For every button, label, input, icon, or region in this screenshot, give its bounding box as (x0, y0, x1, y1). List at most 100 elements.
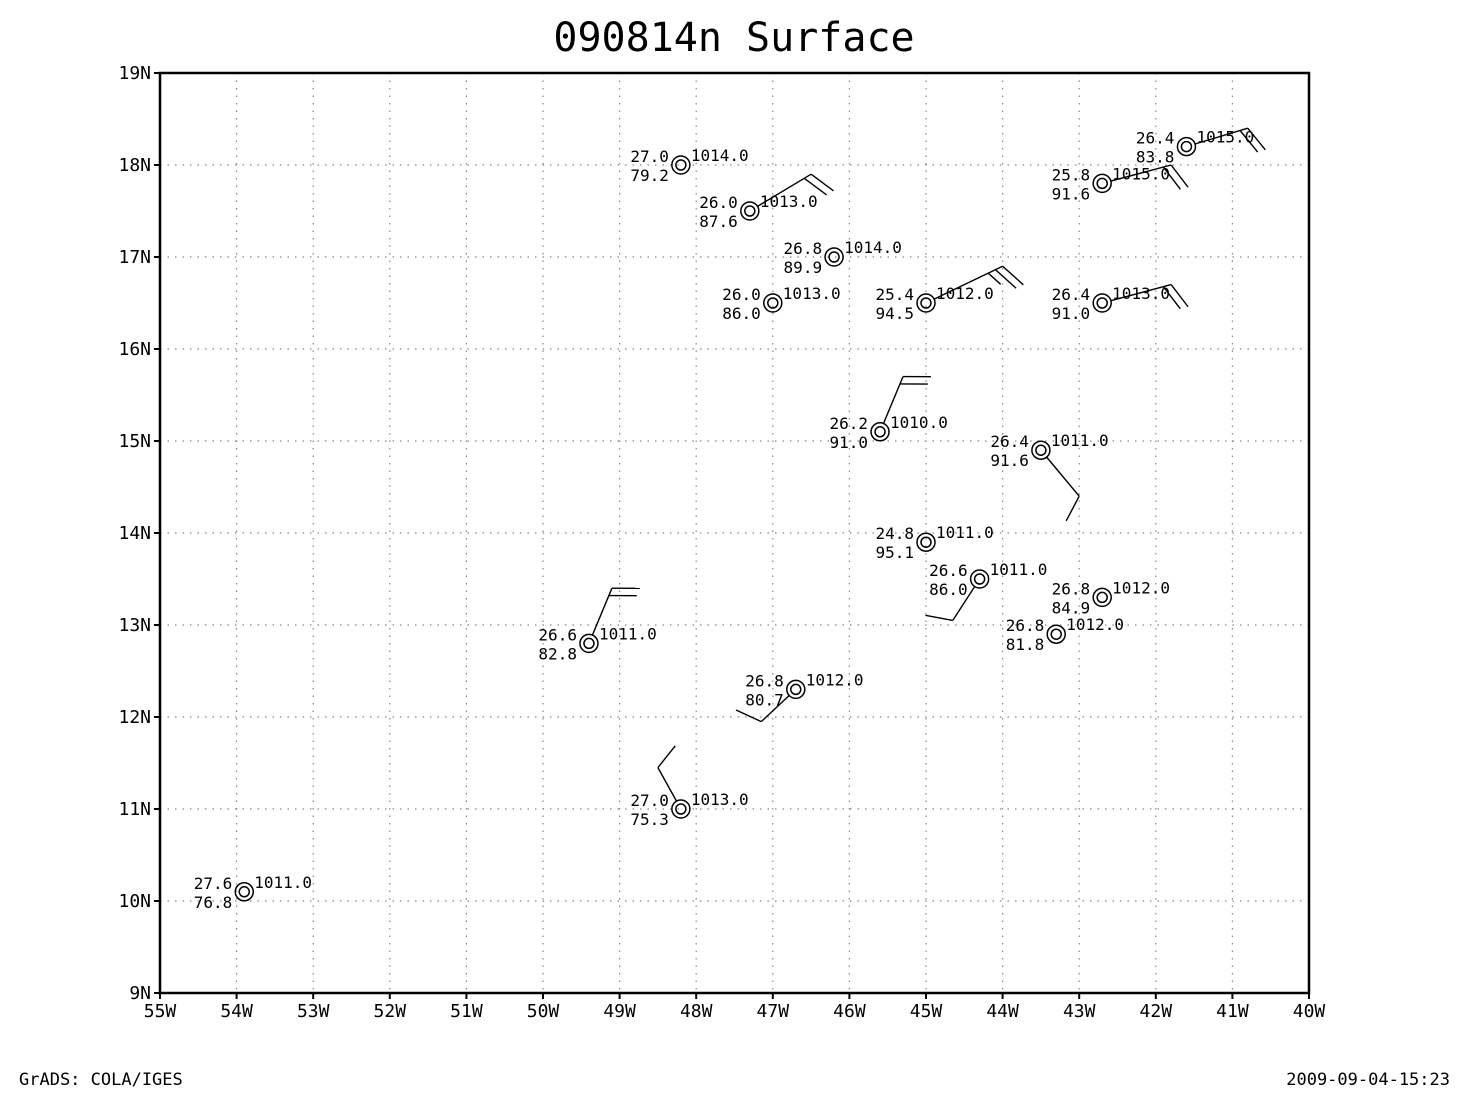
wind-barb-feather (803, 177, 828, 196)
station-temperature: 27.0 (630, 791, 669, 810)
wind-barb-feather (1162, 286, 1181, 310)
x-tick-label: 53W (297, 1001, 330, 1022)
station-humidity: 81.8 (1006, 635, 1045, 654)
station-ring-outer (870, 422, 890, 442)
station-pressure: 1012.0 (1112, 578, 1170, 597)
station-humidity: 89.9 (784, 258, 823, 277)
station-pressure: 1010.0 (890, 413, 948, 432)
station: 27.676.8 1011.0 (194, 873, 312, 912)
station-ring-outer (671, 155, 691, 175)
station-temperature: 26.8 (784, 239, 823, 258)
station-ring-inner (675, 159, 687, 171)
wind-barb-feather (1170, 164, 1189, 188)
wind-barb-feather (1065, 495, 1080, 522)
station-pressure: 1013.0 (691, 790, 749, 809)
station-temperature: 27.0 (630, 147, 669, 166)
station-pressure: 1012.0 (1066, 615, 1124, 634)
station-ring-outer (740, 201, 760, 221)
station-ring-inner (675, 803, 687, 815)
station: 26.491.6 1011.0 (990, 431, 1109, 522)
station-ring-outer (1092, 293, 1112, 313)
station-humidity: 86.0 (722, 304, 761, 323)
wind-barb-staff (760, 695, 790, 723)
y-tick-label: 12N (118, 707, 151, 728)
wind-barb-feather (994, 269, 1017, 289)
station-humidity: 94.5 (875, 304, 914, 323)
station-temperature: 26.6 (538, 625, 577, 644)
x-tick-label: 48W (680, 1001, 713, 1022)
station-temperature: 26.0 (722, 285, 761, 304)
station-ring-inner (828, 251, 840, 263)
wind-barb-staff (1110, 283, 1172, 302)
station-ring-inner (973, 573, 986, 585)
wind-barb-staff (952, 586, 976, 621)
wind-barb-feather (735, 709, 762, 723)
wind-barb-staff (657, 767, 678, 802)
station-pressure: 1011.0 (599, 624, 657, 643)
station: 26.483.8 1015.0 (1136, 127, 1266, 167)
x-tick-label: 43W (1063, 1001, 1096, 1022)
map-title: 090814n Surface (553, 15, 914, 61)
station-humidity: 83.8 (1136, 148, 1175, 167)
wind-barb-staff (933, 265, 1003, 300)
station-pressure: 1013.0 (760, 192, 818, 211)
station-ring-outer (579, 633, 599, 654)
y-tick-label: 13N (118, 615, 151, 636)
x-tick-label: 50W (527, 1001, 560, 1022)
station-humidity: 86.0 (929, 580, 968, 599)
wind-barb-staff (591, 587, 613, 636)
y-tick-label: 17N (118, 247, 151, 268)
wind-barb-feather (657, 745, 676, 769)
station: 26.880.7 1012.0 (735, 670, 864, 723)
x-tick-label: 49W (603, 1001, 636, 1022)
station: 26.291.0 1010.0 (830, 375, 948, 452)
station-ring-outer (1176, 136, 1197, 157)
station-pressure: 1011.0 (254, 873, 312, 892)
wind-barb-staff (757, 173, 812, 207)
station-temperature: 26.0 (699, 193, 738, 212)
station-pressure: 1011.0 (936, 523, 994, 542)
axes: 55W 54W 53W 52W 51W 50W 49W 48W 47W 46W 45W 44W 43W 4… (118, 63, 1325, 1022)
station: 26.884.9 1012.0 (1052, 578, 1170, 617)
timestamp: 2009-09-04-15:23 (1286, 1070, 1450, 1090)
station-ring-outer (1092, 173, 1112, 194)
wind-barb-feather (1239, 130, 1259, 153)
wind-barb-feather (925, 614, 953, 622)
x-tick-label: 54W (220, 1001, 253, 1022)
x-tick-label: 42W (1140, 1001, 1173, 1022)
station-ring-inner (920, 297, 932, 309)
station-ring-inner (1180, 140, 1193, 153)
station-ring-inner (744, 205, 756, 217)
wind-barb-feather (987, 272, 1002, 285)
station-temperature: 25.4 (875, 285, 914, 304)
station: 26.086.0 1013.0 (722, 284, 840, 323)
station-temperature: 26.8 (745, 671, 784, 690)
x-tick-label: 46W (833, 1001, 866, 1022)
station-temperature: 26.2 (830, 414, 869, 433)
station: 26.682.8 1011.0 (538, 587, 657, 663)
station-temperature: 26.8 (1052, 579, 1091, 598)
station-humidity: 82.8 (538, 644, 577, 663)
station-ring-outer (1031, 440, 1051, 460)
station-pressure: 1012.0 (936, 284, 994, 303)
station-humidity: 91.0 (1052, 304, 1091, 323)
y-tick-label: 10N (118, 891, 151, 912)
station-temperature: 25.8 (1052, 165, 1091, 184)
station: 26.881.8 1012.0 (1006, 615, 1124, 654)
station-ring-inner (1035, 444, 1047, 456)
station-ring-outer (916, 532, 936, 552)
station-humidity: 76.8 (194, 893, 233, 912)
station-ring-inner (1096, 177, 1108, 190)
grads-credit: GrADS: COLA/IGES (19, 1070, 183, 1090)
station-pressure: 1012.0 (806, 670, 864, 689)
station-pressure: 1011.0 (1051, 431, 1109, 450)
wind-barb-staff (1046, 456, 1080, 497)
station-pressure: 1014.0 (691, 146, 749, 165)
station-humidity: 91.6 (990, 451, 1029, 470)
station-humidity: 80.7 (745, 690, 784, 709)
station-temperature: 26.4 (990, 432, 1029, 451)
station-ring-inner (1050, 628, 1062, 640)
x-tick-label: 41W (1216, 1001, 1249, 1022)
station-humidity: 91.0 (830, 433, 869, 452)
